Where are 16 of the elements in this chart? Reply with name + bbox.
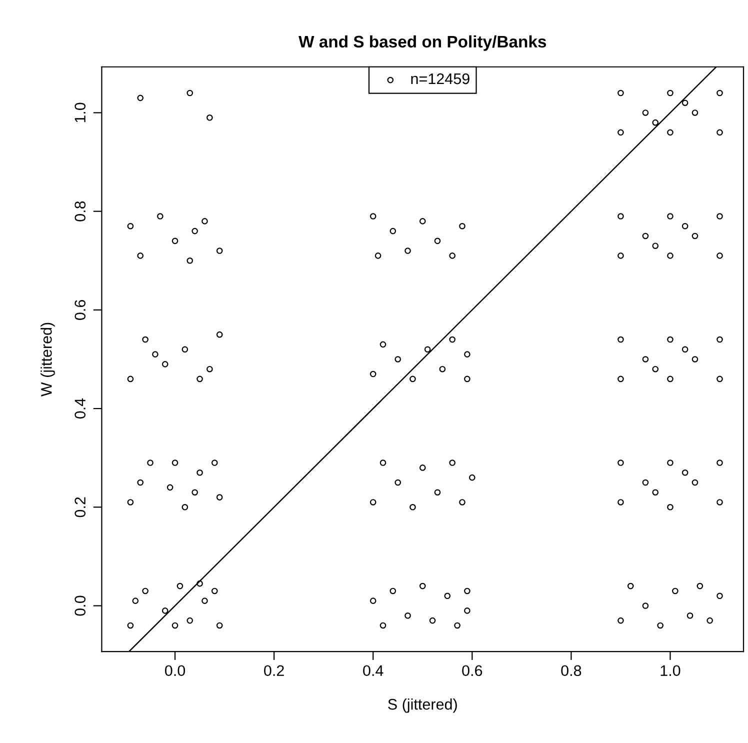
x-tick-label: 1.0 — [660, 665, 680, 676]
y-tick-label: 0.6 — [74, 300, 86, 320]
legend-label: n=12459 — [411, 73, 470, 84]
y-tick-label: 0.0 — [74, 596, 86, 616]
y-tick-label: 0.2 — [74, 497, 86, 518]
x-tick-label: 0.0 — [164, 665, 186, 676]
y-tick-label: 0.4 — [74, 398, 86, 419]
y-tick-label: 1.0 — [74, 102, 86, 122]
x-tick-label: 0.2 — [264, 665, 284, 676]
x-tick-label: 0.8 — [561, 665, 582, 676]
chart-title: W and S based on Polity/Banks — [298, 35, 546, 51]
y-tick-label: 0.8 — [74, 201, 86, 222]
x-tick-label: 0.6 — [462, 665, 482, 676]
y-axis-title: W (jittered) — [40, 322, 55, 397]
x-tick-label: 0.4 — [363, 665, 384, 676]
x-axis-title: S (jittered) — [388, 698, 457, 713]
